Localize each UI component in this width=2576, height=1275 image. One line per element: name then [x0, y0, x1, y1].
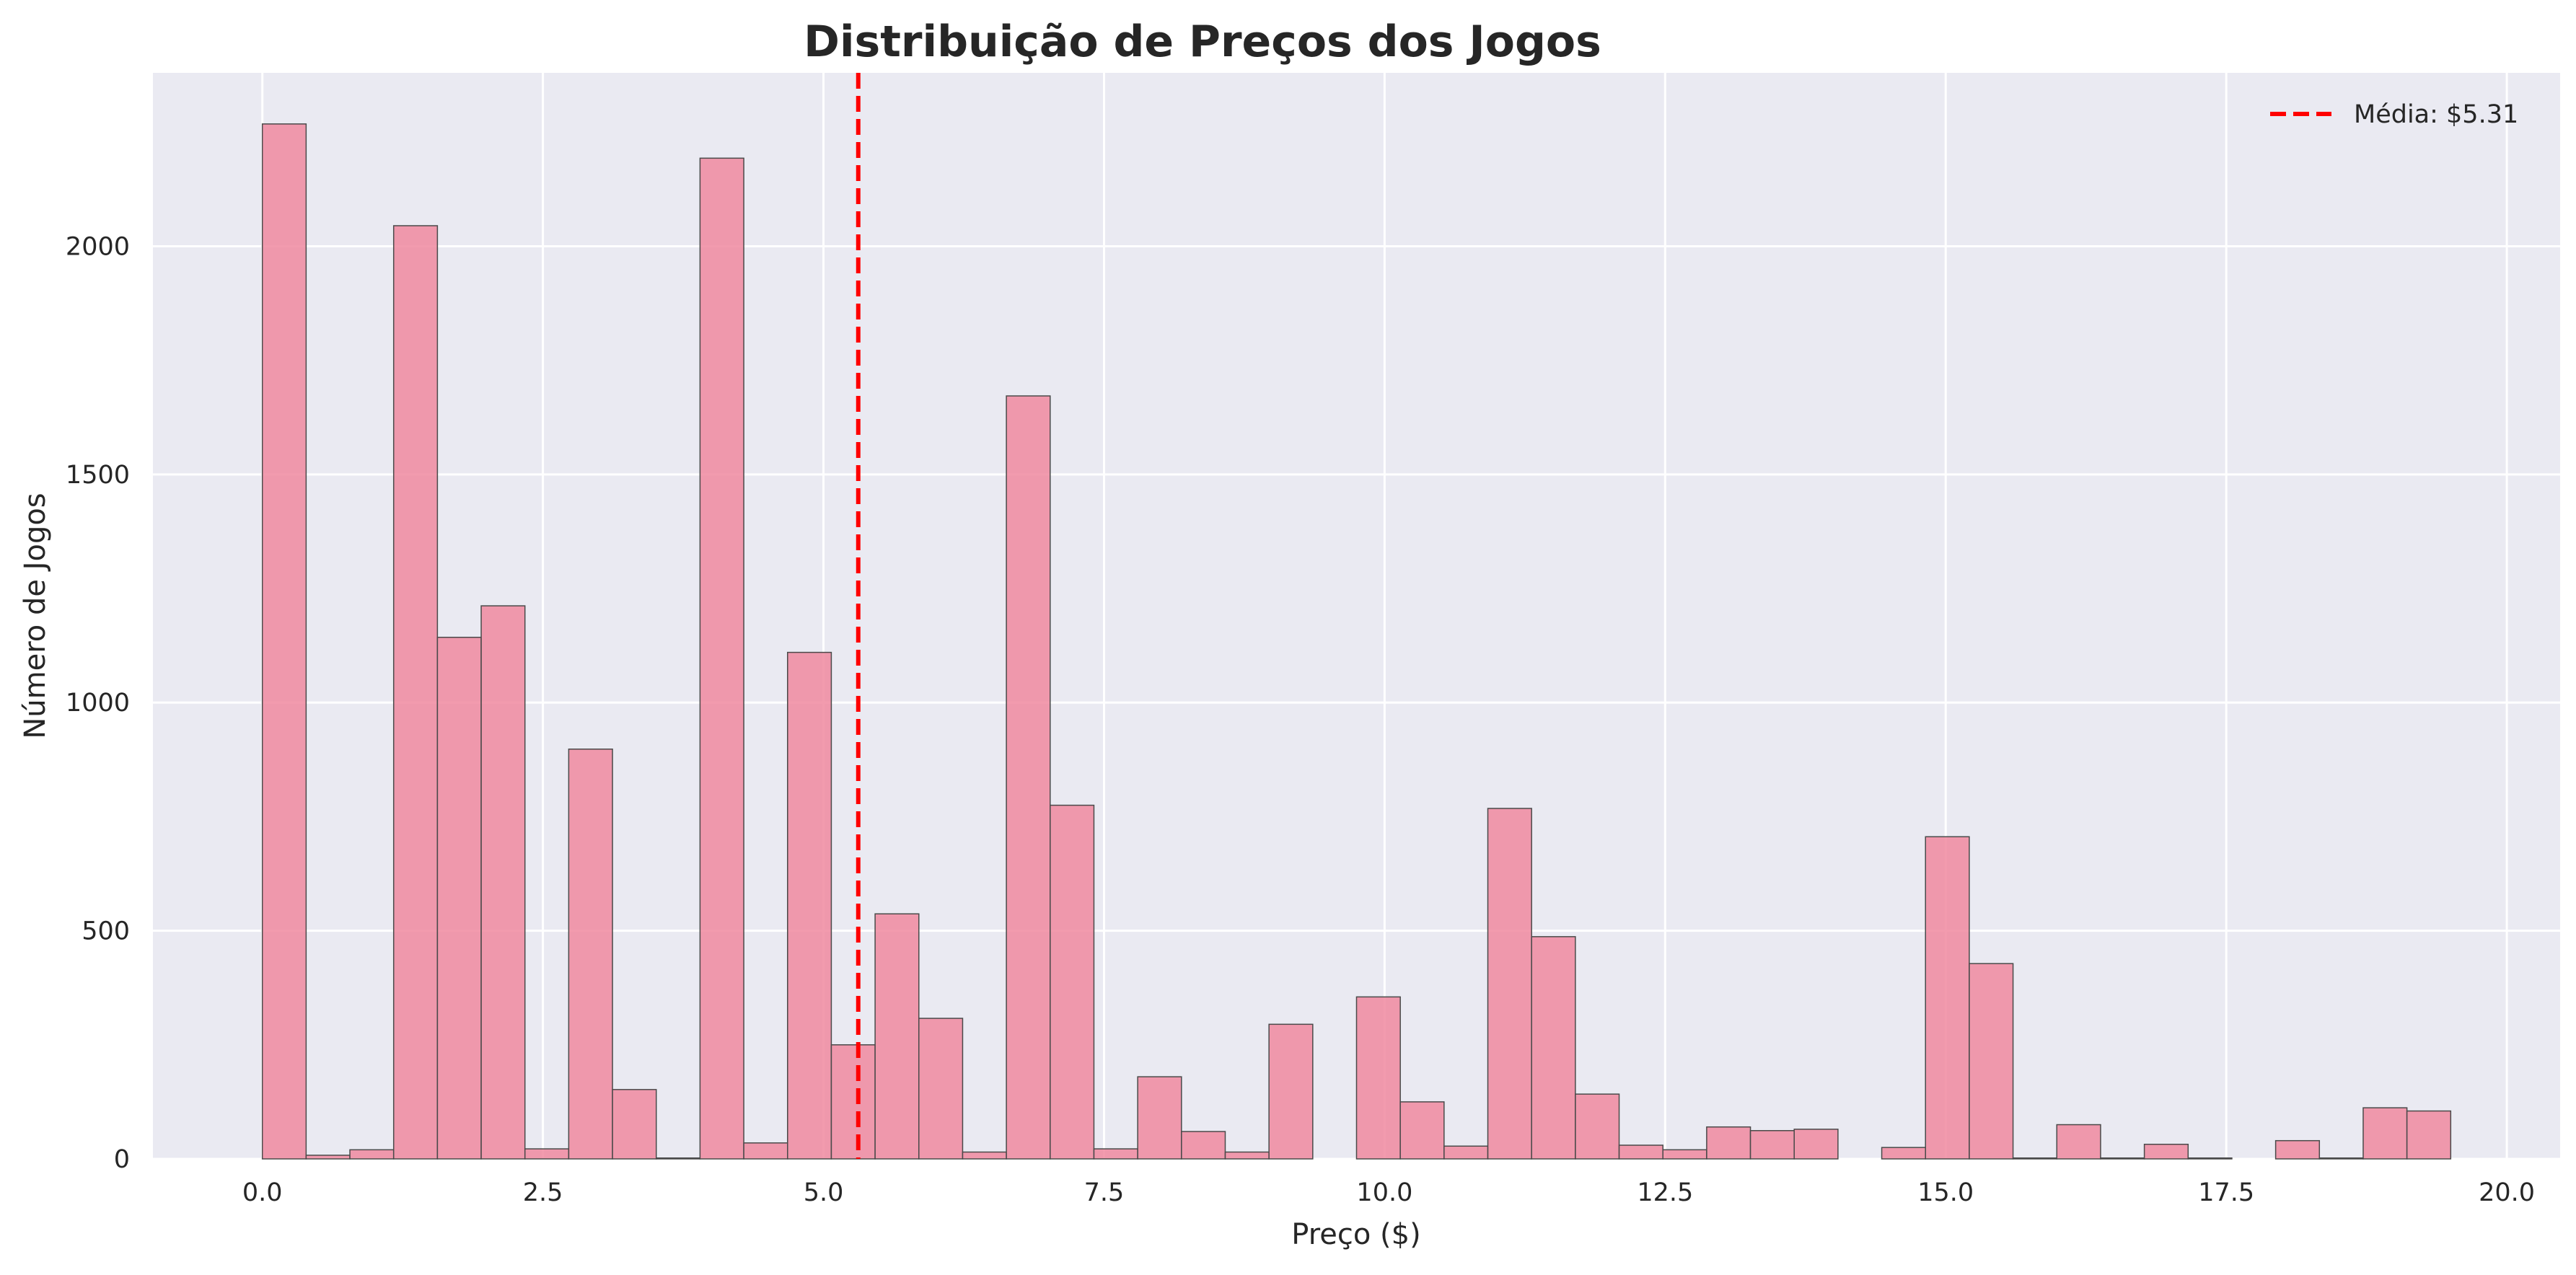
histogram-bar-29	[1531, 936, 1576, 1160]
histogram-bar-46	[2274, 1139, 2321, 1160]
x-tick-label-4: 10.0	[1356, 1178, 1412, 1207]
histogram-bar-38	[1925, 836, 1970, 1160]
histogram-bar-39	[1969, 963, 2014, 1160]
histogram-bar-13	[830, 1044, 876, 1160]
x-tick-label-7: 17.5	[2198, 1178, 2254, 1207]
histogram-bar-12	[787, 651, 832, 1160]
histogram-bar-40	[2012, 1157, 2058, 1160]
histogram-bar-27	[1443, 1145, 1489, 1160]
x-tick-label-5: 12.5	[1637, 1178, 1693, 1207]
x-tick-label-1: 2.5	[523, 1178, 563, 1207]
histogram-bar-9	[655, 1157, 701, 1160]
histogram-bar-32	[1662, 1149, 1707, 1160]
histogram-bar-17	[1006, 395, 1051, 1160]
histogram-bar-25	[1355, 996, 1401, 1160]
histogram-bar-5	[480, 605, 526, 1160]
histogram-bar-23	[1268, 1023, 1314, 1160]
histogram-bar-47	[2318, 1157, 2364, 1160]
histogram-bars	[261, 123, 2452, 1160]
histogram-bar-1	[305, 1155, 351, 1160]
y-tick-label-0: 0	[114, 1145, 130, 1174]
plot-area	[153, 73, 2560, 1159]
histogram-bar-11	[743, 1142, 788, 1160]
y-axis-ticks: 0 500 1000 1500 2000	[66, 232, 130, 1174]
histogram-bar-16	[962, 1151, 1007, 1160]
x-tick-label-3: 7.5	[1084, 1178, 1125, 1207]
histogram-bar-10	[699, 157, 744, 1160]
legend-mean-label: Média: $5.31	[2354, 100, 2518, 129]
x-axis-label: Preço ($)	[1291, 1218, 1420, 1251]
histogram-bar-4	[436, 636, 482, 1160]
x-tick-label-2: 5.0	[804, 1178, 844, 1207]
histogram-bar-35	[1793, 1129, 1839, 1160]
histogram-bar-41	[2056, 1124, 2101, 1160]
y-tick-label-1: 500	[82, 917, 130, 946]
histogram-bar-30	[1575, 1093, 1620, 1160]
x-tick-label-6: 15.0	[1917, 1178, 1974, 1207]
histogram-bar-15	[918, 1018, 964, 1160]
histogram-bar-19	[1093, 1148, 1138, 1160]
x-axis-ticks: 0.0 2.5 5.0 7.5 10.0 12.5 15.0 17.5 20.0	[242, 1178, 2535, 1207]
histogram-bar-18	[1050, 804, 1095, 1160]
histogram-bar-33	[1706, 1126, 1751, 1160]
y-tick-label-3: 1500	[66, 461, 130, 490]
histogram-bar-42	[2100, 1157, 2145, 1160]
histogram-bar-14	[874, 913, 920, 1160]
histogram-bar-28	[1487, 808, 1532, 1160]
y-tick-label-2: 1000	[66, 689, 130, 718]
histogram-bar-6	[524, 1148, 570, 1160]
histogram-bar-49	[2406, 1110, 2452, 1160]
histogram-bar-0	[261, 123, 307, 1160]
histogram-bar-31	[1618, 1144, 1663, 1160]
histogram-bar-3	[392, 225, 439, 1160]
histogram-bar-26	[1399, 1101, 1445, 1160]
histogram-bar-2	[349, 1149, 395, 1160]
x-tick-label-8: 20.0	[2479, 1178, 2535, 1207]
histogram-bar-21	[1181, 1131, 1226, 1160]
histogram-bar-20	[1137, 1076, 1182, 1160]
histogram-bar-7	[568, 749, 613, 1160]
y-axis-label: Número de Jogos	[19, 493, 52, 738]
chart-title: Distribuição de Preços dos Jogos	[804, 17, 1601, 67]
x-tick-label-0: 0.0	[242, 1178, 283, 1207]
histogram-bar-44	[2187, 1157, 2233, 1160]
histogram-bar-37	[1881, 1147, 1926, 1160]
histogram-bar-48	[2362, 1107, 2408, 1160]
y-tick-label-4: 2000	[66, 232, 130, 261]
histogram-bar-43	[2143, 1144, 2189, 1160]
legend: Média: $5.31	[2270, 100, 2518, 129]
histogram-bar-8	[612, 1089, 657, 1160]
histogram-bar-34	[1749, 1130, 1795, 1160]
histogram-bar-22	[1224, 1151, 1270, 1160]
